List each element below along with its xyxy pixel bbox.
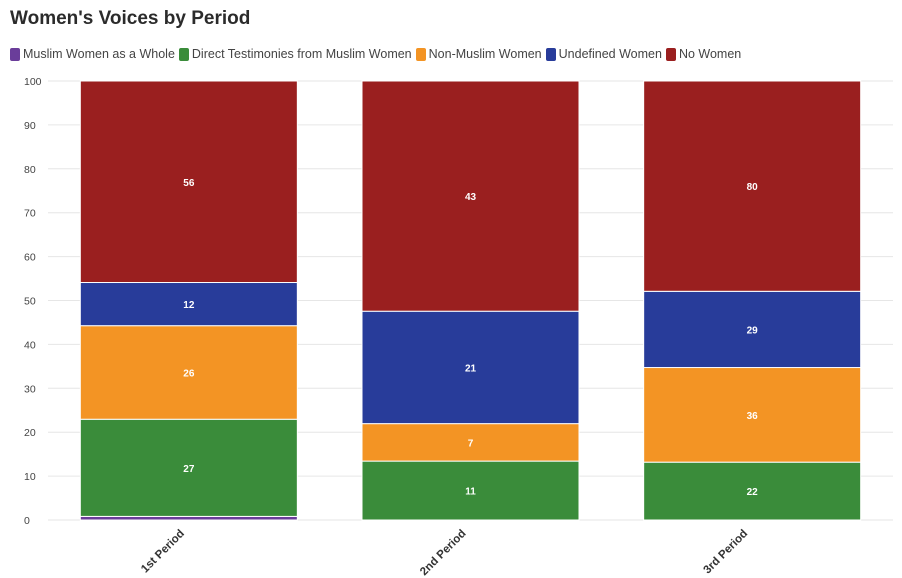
x-category-label: 2nd Period (418, 528, 469, 578)
y-tick-label: 80 (24, 164, 36, 176)
legend-item-muslim-women-as-a-whole[interactable]: Muslim Women as a Whole (10, 47, 175, 61)
data-label: 12 (183, 300, 195, 311)
legend-label: No Women (678, 47, 742, 61)
data-label: 7 (468, 438, 474, 449)
legend-swatch (415, 47, 426, 61)
legend-label: Direct Testimonies from Muslim Women (191, 47, 412, 61)
bar-segment (643, 290, 862, 369)
bar-segment (79, 418, 298, 517)
y-tick-label: 100 (24, 76, 42, 88)
legend: Muslim Women as a Whole Direct Testimoni… (10, 47, 745, 61)
bar-segment (643, 461, 862, 521)
data-label: 56 (183, 178, 195, 189)
y-tick-label: 90 (24, 120, 36, 132)
data-label: 11 (465, 487, 476, 498)
data-label: 43 (465, 192, 477, 203)
bar-segment (79, 282, 298, 327)
legend-label: Non-Muslim Women (428, 47, 542, 61)
y-tick-label: 50 (24, 296, 36, 308)
legend-swatch (10, 47, 20, 61)
bar-segment (361, 423, 580, 462)
legend-label: Muslim Women as a Whole (23, 47, 175, 61)
bar-segment (361, 460, 580, 521)
legend-swatch (178, 47, 189, 61)
legend-swatch (665, 47, 676, 61)
data-label: 36 (747, 411, 759, 422)
legend-item-non-muslim-women[interactable]: Non-Muslim Women (415, 47, 542, 61)
bar-segment (361, 310, 580, 425)
legend-item-undefined-women[interactable]: Undefined Women (545, 47, 662, 61)
chart-title: Women's Voices by Period (10, 8, 251, 29)
bar-segment (79, 325, 298, 420)
data-label: 27 (183, 464, 195, 475)
y-tick-label: 30 (24, 383, 36, 395)
data-label: 29 (747, 325, 759, 336)
legend-swatch (545, 47, 556, 61)
legend-item-no-women[interactable]: No Women (665, 47, 742, 61)
data-label: 80 (747, 182, 759, 193)
bar-segment (643, 367, 862, 463)
legend-label: Undefined Women (558, 47, 662, 61)
y-tick-label: 70 (24, 208, 36, 220)
y-tick-label: 60 (24, 252, 36, 264)
data-label: 26 (183, 368, 195, 379)
data-label: 21 (465, 363, 477, 374)
data-label: 22 (747, 487, 759, 498)
y-tick-label: 10 (24, 471, 36, 483)
bar-segment (79, 80, 298, 284)
bar-segment (643, 80, 862, 292)
y-tick-label: 0 (24, 515, 30, 527)
bar-segment (79, 515, 298, 521)
y-tick-label: 20 (24, 427, 36, 439)
y-tick-label: 40 (24, 339, 36, 351)
x-category-label: 3rd Period (702, 528, 751, 577)
bar-segment (361, 80, 580, 312)
x-category-label: 1st Period (139, 528, 187, 576)
legend-item-direct-testimonies[interactable]: Direct Testimonies from Muslim Women (178, 47, 412, 61)
